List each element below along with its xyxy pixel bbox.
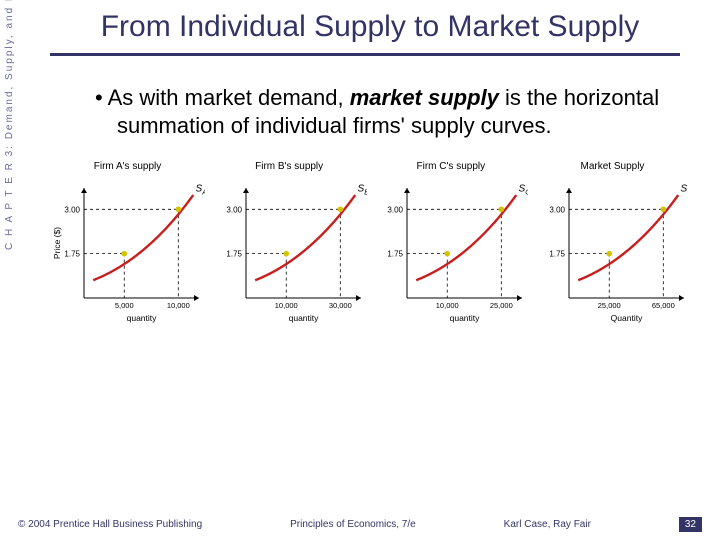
svg-text:10,000: 10,000 xyxy=(167,301,190,310)
svg-text:SA: SA xyxy=(196,183,205,196)
svg-text:Price ($): Price ($) xyxy=(52,226,62,258)
svg-text:SC: SC xyxy=(519,183,528,196)
chart-svg-3: 1.75 3.00 S 25,000 65,000 Quantity xyxy=(535,174,690,324)
page-title: From Individual Supply to Market Supply xyxy=(0,0,720,53)
chart-title-2: Firm C's supply xyxy=(373,161,528,172)
svg-text:1.75: 1.75 xyxy=(388,249,404,258)
charts-row: Firm A's supply 1.75 3.00 SA 5,000 10,00… xyxy=(50,161,690,329)
title-rule xyxy=(50,53,680,56)
svg-text:quantity: quantity xyxy=(450,313,481,323)
footer-book: Principles of Economics, 7/e xyxy=(290,519,416,530)
chart-svg-0: 1.75 3.00 SA 5,000 10,000 quantity Price… xyxy=(50,174,205,324)
footer-copyright: © 2004 Prentice Hall Business Publishing xyxy=(18,519,202,530)
svg-text:S: S xyxy=(681,183,688,194)
chart-3: Market Supply 1.75 3.00 S 25,000 65,000 … xyxy=(535,161,690,329)
bullet-emph: market supply xyxy=(350,85,499,110)
chart-0: Firm A's supply 1.75 3.00 SA 5,000 10,00… xyxy=(50,161,205,329)
svg-text:5,000: 5,000 xyxy=(115,301,134,310)
footer-authors: Karl Case, Ray Fair xyxy=(504,519,591,530)
svg-text:30,000: 30,000 xyxy=(328,301,351,310)
chart-svg-1: 1.75 3.00 SB 10,000 30,000 quantity xyxy=(212,174,367,324)
svg-text:1.75: 1.75 xyxy=(64,249,80,258)
chart-title-0: Firm A's supply xyxy=(50,161,205,172)
chapter-side-label: C H A P T E R 3: Demand, Supply, and Mar… xyxy=(4,0,15,250)
svg-text:quantity: quantity xyxy=(288,313,319,323)
svg-text:Quantity: Quantity xyxy=(611,313,643,323)
svg-text:3.00: 3.00 xyxy=(549,205,565,214)
chart-2: Firm C's supply 1.75 3.00 SC 10,000 25,0… xyxy=(373,161,528,329)
svg-text:3.00: 3.00 xyxy=(388,205,404,214)
svg-text:1.75: 1.75 xyxy=(549,249,565,258)
chart-1: Firm B's supply 1.75 3.00 SB 10,000 30,0… xyxy=(212,161,367,329)
svg-text:3.00: 3.00 xyxy=(64,205,80,214)
chart-title-3: Market Supply xyxy=(535,161,690,172)
svg-text:65,000: 65,000 xyxy=(652,301,675,310)
svg-text:25,000: 25,000 xyxy=(598,301,621,310)
svg-text:3.00: 3.00 xyxy=(226,205,242,214)
svg-text:1.75: 1.75 xyxy=(226,249,242,258)
footer: © 2004 Prentice Hall Business Publishing… xyxy=(0,517,720,532)
bullet-dot: • xyxy=(95,85,103,110)
svg-text:10,000: 10,000 xyxy=(436,301,459,310)
chart-svg-2: 1.75 3.00 SC 10,000 25,000 quantity xyxy=(373,174,528,324)
svg-text:25,000: 25,000 xyxy=(490,301,513,310)
bullet-text: • As with market demand, market supply i… xyxy=(95,84,660,141)
page-number: 32 xyxy=(679,517,702,532)
bullet-pre: As with market demand, xyxy=(108,85,350,110)
svg-text:SB: SB xyxy=(357,183,366,196)
chart-title-1: Firm B's supply xyxy=(212,161,367,172)
svg-text:quantity: quantity xyxy=(127,313,158,323)
svg-text:10,000: 10,000 xyxy=(274,301,297,310)
